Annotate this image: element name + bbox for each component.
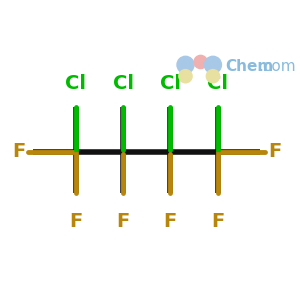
Circle shape xyxy=(179,70,192,83)
Text: F: F xyxy=(69,212,82,230)
Text: Cl: Cl xyxy=(112,74,134,93)
Circle shape xyxy=(194,56,207,69)
Circle shape xyxy=(177,56,194,73)
Text: .com: .com xyxy=(258,59,296,74)
Text: Cl: Cl xyxy=(207,74,228,93)
Text: F: F xyxy=(116,212,130,230)
Text: Chem: Chem xyxy=(225,59,274,74)
Text: Cl: Cl xyxy=(65,74,86,93)
Text: F: F xyxy=(268,142,281,161)
Circle shape xyxy=(204,56,221,73)
Text: F: F xyxy=(12,142,26,161)
Circle shape xyxy=(206,70,220,83)
Text: Cl: Cl xyxy=(160,74,181,93)
Text: F: F xyxy=(164,212,177,230)
Text: F: F xyxy=(211,212,224,230)
